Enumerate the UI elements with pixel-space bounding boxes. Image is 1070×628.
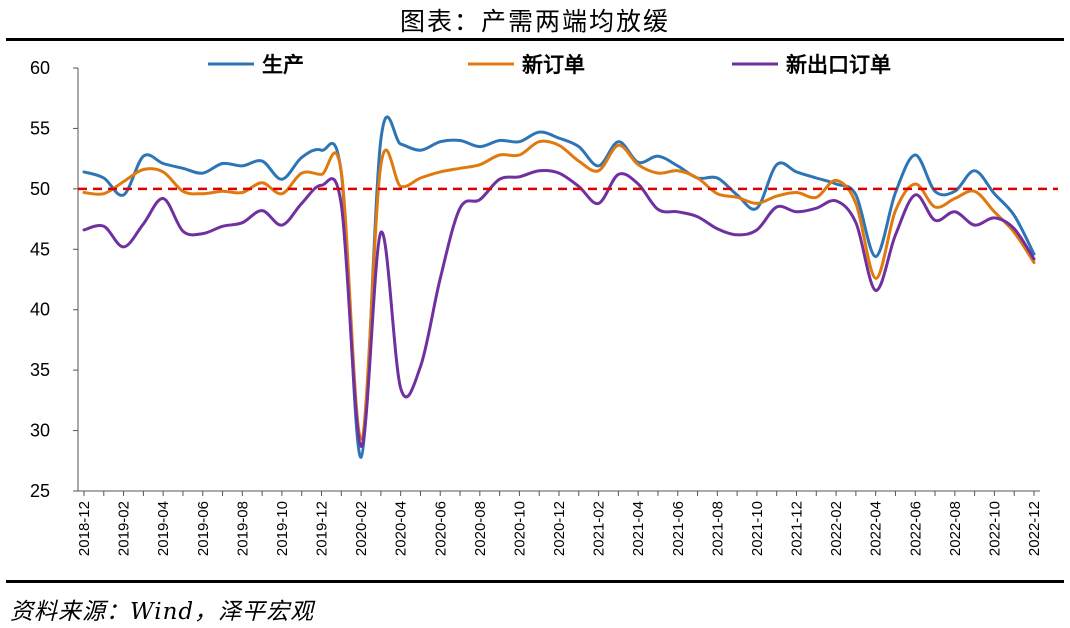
legend-item-production-label: 生产: [262, 53, 304, 77]
line-chart: 25 30 35 40 45 50 55 60 2018-12 2019-02 2019-04 201…: [30, 53, 1058, 556]
x-tick-label: 2021-08: [709, 501, 726, 556]
x-tick-label: 2021-10: [749, 501, 766, 556]
x-tick-label: 2019-04: [155, 501, 172, 556]
x-tick-label: 2020-06: [432, 501, 449, 556]
x-tick-label: 2020-10: [511, 501, 528, 556]
x-tick-label: 2022-02: [828, 501, 845, 556]
x-tick-label: 2019-06: [195, 501, 212, 556]
source-note: 资料来源：Wind，泽平宏观: [10, 599, 315, 625]
series-line-production: [82, 115, 1036, 459]
x-tick-label: 2019-10: [274, 501, 291, 556]
series-line-export-orders: [82, 168, 1036, 448]
x-tick-label: 2019-08: [234, 501, 251, 556]
legend-item-export-orders-label: 新出口订单: [786, 53, 891, 77]
x-tick-label: 2018-12: [76, 501, 93, 556]
x-tick-label: 2022-12: [1026, 501, 1043, 556]
y-tick-label: 35: [30, 360, 50, 380]
x-tick-label: 2022-04: [868, 501, 885, 556]
x-tick-label: 2020-02: [353, 501, 370, 556]
x-tick-label: 2021-04: [630, 501, 647, 556]
x-tick-label: 2021-12: [789, 501, 806, 556]
x-tick-label: 2022-08: [947, 501, 964, 556]
x-tick-label: 2022-06: [907, 501, 924, 556]
x-tick-label: 2021-02: [591, 501, 608, 556]
y-tick-label: 60: [30, 58, 50, 78]
legend-item-new-orders-label: 新订单: [522, 53, 585, 77]
x-tick-label: 2019-02: [116, 501, 133, 556]
series-line-new-orders: [82, 139, 1036, 441]
bottom-rule: [6, 580, 1064, 583]
x-tick-label: 2020-08: [472, 501, 489, 556]
y-tick-label: 55: [30, 118, 50, 138]
y-tick-label: 25: [30, 481, 50, 501]
top-rule: [6, 38, 1064, 41]
y-tick-label: 45: [30, 239, 50, 259]
y-tick-label: 40: [30, 300, 50, 320]
x-tick-label: 2022-10: [986, 501, 1003, 556]
y-tick-label: 50: [30, 179, 50, 199]
x-tick-label: 2021-06: [670, 501, 687, 556]
y-tick-label: 30: [30, 421, 50, 441]
figure-title: 图表：产需两端均放缓: [399, 7, 670, 36]
x-tick-label: 2019-12: [314, 501, 331, 556]
x-tick-label: 2020-04: [393, 501, 410, 556]
x-tick-label: 2020-12: [551, 501, 568, 556]
